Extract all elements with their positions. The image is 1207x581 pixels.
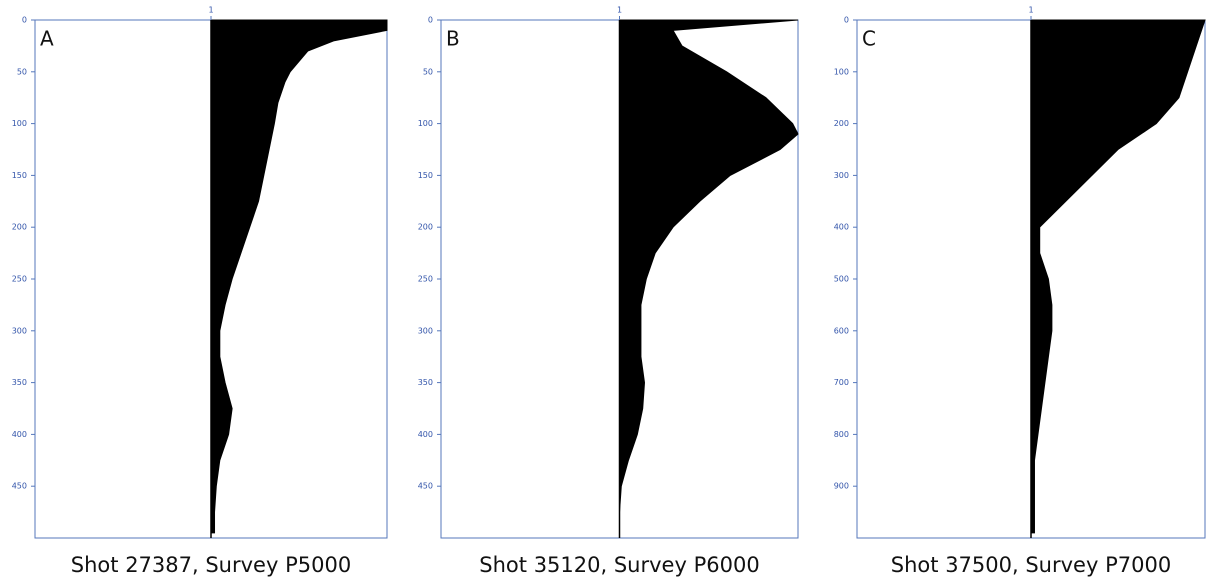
amplitude-area <box>619 19 799 538</box>
panel-label: A <box>40 27 54 51</box>
x-tick-label: 1 <box>208 6 213 15</box>
y-tick-label: 250 <box>12 275 27 284</box>
x-tick-label: 1 <box>1028 6 1033 15</box>
y-tick-label: 100 <box>418 119 433 128</box>
caption: Shot 35120, Survey P6000 <box>479 553 759 577</box>
y-tick-label: 450 <box>418 482 433 491</box>
y-tick-label: 450 <box>12 482 27 491</box>
y-tick-label: 400 <box>12 430 27 439</box>
amplitude-area <box>210 19 388 534</box>
y-tick-label: 50 <box>17 67 27 76</box>
y-tick-label: 900 <box>834 482 849 491</box>
y-tick-label: 250 <box>418 275 433 284</box>
y-tick-label: 200 <box>418 223 433 232</box>
x-tick-label: 1 <box>617 6 622 15</box>
y-tick-label: 150 <box>418 171 433 180</box>
y-tick-label: 500 <box>834 275 849 284</box>
y-tick-label: 200 <box>12 223 27 232</box>
y-tick-label: 800 <box>834 430 849 439</box>
amplitude-area <box>1030 19 1206 534</box>
y-tick-label: 350 <box>418 378 433 387</box>
caption: Shot 27387, Survey P5000 <box>71 553 351 577</box>
y-tick-label: 100 <box>12 119 27 128</box>
panel-label: B <box>446 27 460 51</box>
y-tick-label: 0 <box>22 16 27 25</box>
y-tick-label: 150 <box>12 171 27 180</box>
y-tick-label: 700 <box>834 378 849 387</box>
y-tick-label: 0 <box>844 16 849 25</box>
y-tick-label: 400 <box>418 430 433 439</box>
y-tick-label: 400 <box>834 223 849 232</box>
caption: Shot 37500, Survey P7000 <box>891 553 1171 577</box>
y-tick-label: 600 <box>834 326 849 335</box>
y-tick-label: 50 <box>423 67 433 76</box>
y-tick-label: 200 <box>834 119 849 128</box>
y-tick-label: 100 <box>834 67 849 76</box>
y-tick-label: 300 <box>834 171 849 180</box>
panel-label: C <box>862 27 876 51</box>
y-tick-label: 0 <box>428 16 433 25</box>
y-tick-label: 300 <box>418 326 433 335</box>
y-tick-label: 300 <box>12 326 27 335</box>
y-tick-label: 350 <box>12 378 27 387</box>
